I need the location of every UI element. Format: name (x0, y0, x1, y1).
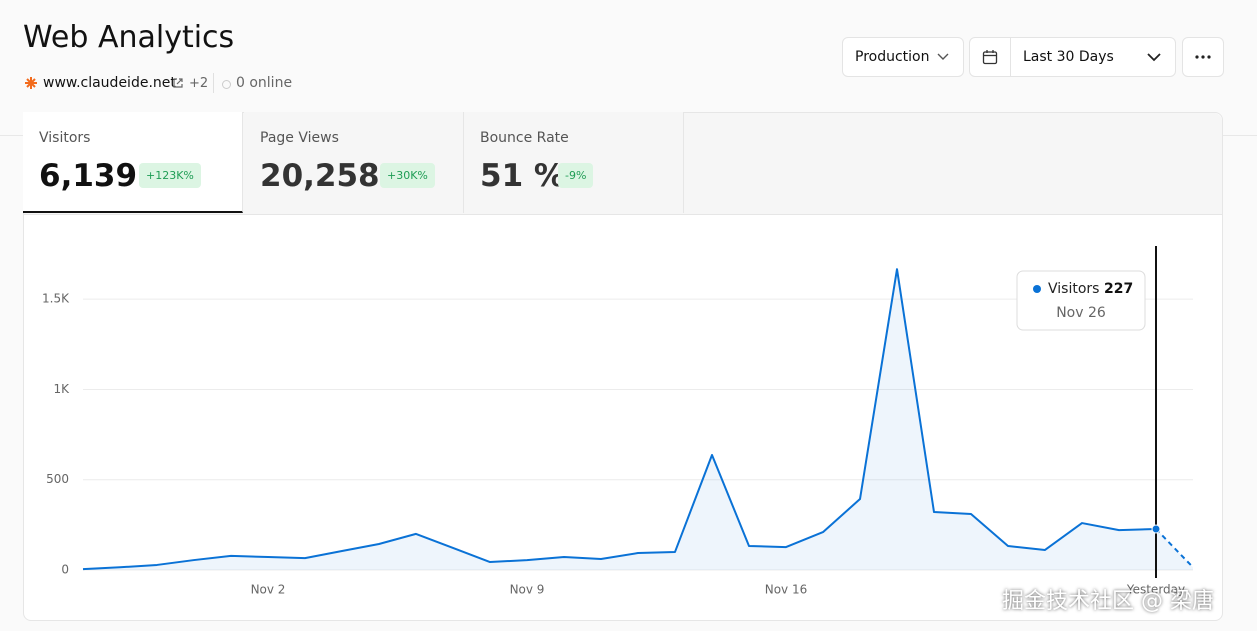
metric-label: Page Views (260, 130, 339, 146)
metric-tab[interactable]: Page Views 20,258 +30K% (244, 112, 464, 213)
calendar-icon (982, 50, 998, 65)
metric-value: 20,258 (260, 158, 380, 194)
line (82, 268, 1157, 571)
online-dot (222, 80, 231, 89)
x-tick-label: Nov 16 (765, 583, 808, 597)
calendar-button[interactable] (969, 37, 1011, 77)
x-tick-label: Nov 9 (510, 583, 545, 597)
metric-label: Visitors (39, 130, 91, 146)
tooltip-dot (1033, 285, 1041, 293)
y-tick-label: 1.5K (42, 292, 70, 306)
site-icon (25, 77, 37, 89)
more-button[interactable] (1182, 37, 1224, 77)
metric-change: -9% (558, 163, 594, 188)
tooltip (1016, 270, 1146, 331)
y-tick-label: 500 (46, 472, 69, 486)
range-label: Last 30 Days (1023, 49, 1114, 65)
range-select[interactable]: Last 30 Days (1010, 37, 1176, 77)
metric-label: Bounce Rate (480, 130, 569, 146)
metric-tab[interactable]: Bounce Rate 51 % -9% (464, 112, 684, 213)
separator (213, 73, 214, 93)
y-tick-label: 0 (61, 563, 69, 577)
metric-change: +123K% (139, 163, 201, 188)
page-title: Web Analytics (23, 20, 235, 55)
chevron (937, 53, 949, 60)
watermark: 掘金技术社区 @ 梁唐 (1002, 589, 1214, 614)
dots-icon (1195, 55, 1211, 59)
metric-tab[interactable]: Visitors 6,139 +123K% (23, 112, 243, 213)
environment-select[interactable]: Production (842, 37, 964, 77)
tooltip-date: Nov 26 (1056, 305, 1106, 321)
x-tick-label: Nov 2 (251, 583, 286, 597)
metric-value: 51 % (480, 158, 565, 194)
tooltip-series: Visitors (1048, 281, 1099, 297)
y-tick-label: 1K (53, 382, 70, 396)
hover-point (1151, 524, 1161, 534)
online-count: 0 online (236, 75, 293, 91)
x-tick-label: Yesterday (1126, 583, 1185, 597)
tooltip-value: 227 (1104, 281, 1133, 297)
metric-change: +30K% (380, 163, 435, 188)
metric-value: 6,139 (39, 158, 138, 194)
external-icon (173, 78, 183, 88)
more-sites[interactable]: +2 (189, 76, 209, 91)
environment-label: Production (855, 49, 930, 65)
site-link[interactable]: www.claudeide.net (43, 75, 176, 91)
chevron (1147, 52, 1161, 61)
area (83, 269, 1193, 570)
